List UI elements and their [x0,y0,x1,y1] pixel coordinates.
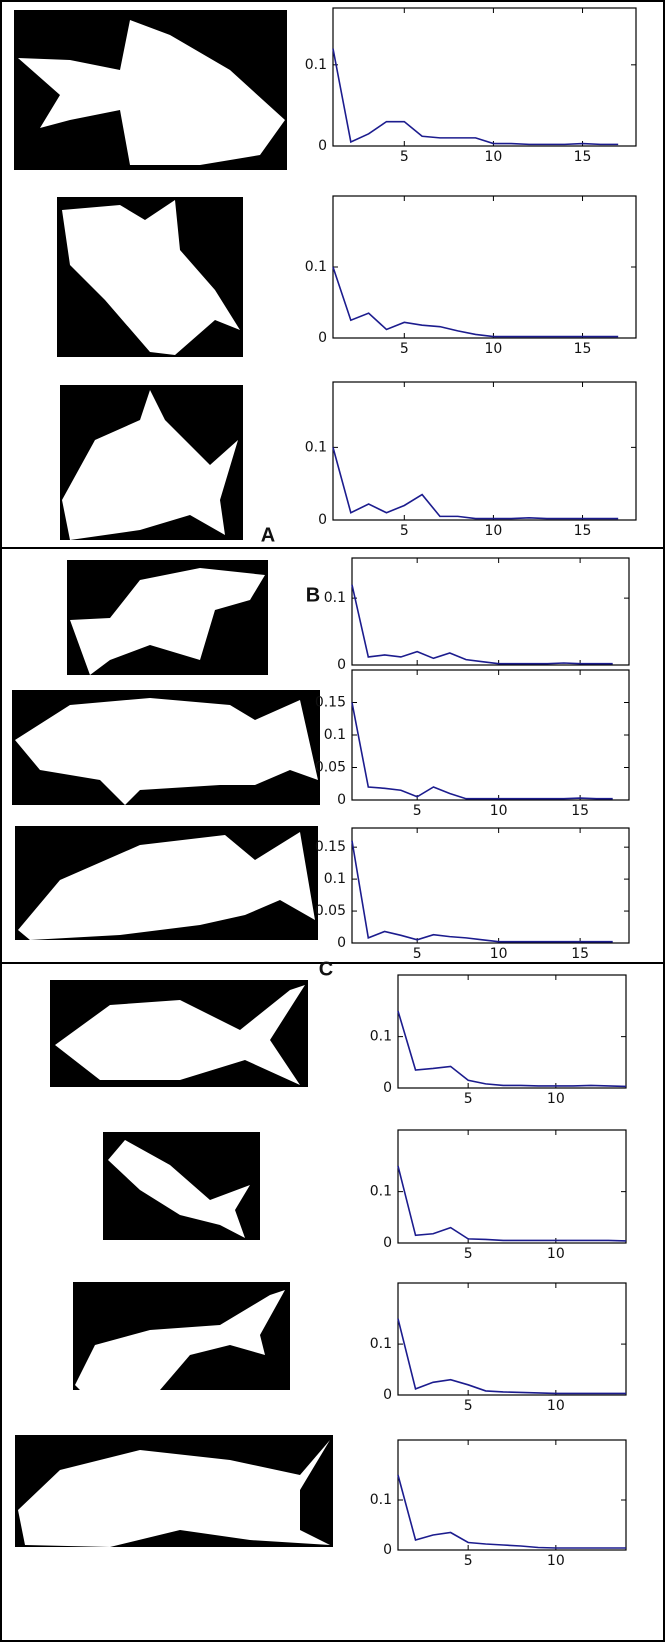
y-tick-label: 0.1 [305,439,327,455]
plot-area [332,195,637,339]
panel-label: C [319,958,333,980]
plot-area [332,381,637,521]
plot-area [351,557,630,666]
panel-label: A [261,524,275,546]
x-tick-label: 15 [571,803,589,819]
x-tick-label: 10 [490,803,508,819]
data-line [351,702,613,800]
y-tick-label: 0 [337,792,346,808]
x-tick-label: 15 [574,341,592,357]
y-tick-label: 0.1 [324,590,346,606]
plot-area [397,1439,627,1551]
x-tick-label: 5 [400,149,409,165]
x-tick-label: 5 [400,523,409,539]
data-line [397,1474,626,1549]
y-tick-label: 0 [337,935,346,951]
y-tick-label: 0.1 [324,871,346,887]
y-tick-label: 0 [383,1542,392,1558]
x-tick-label: 15 [574,523,592,539]
y-tick-label: 0 [318,138,327,154]
x-tick-label: 10 [484,523,502,539]
y-tick-label: 0.1 [370,1492,392,1508]
plot-area [351,669,630,801]
y-tick-label: 0.1 [370,1184,392,1200]
x-tick-label: 10 [484,341,502,357]
x-tick-label: 5 [400,341,409,357]
plot-area [397,1129,627,1244]
x-tick-label: 5 [464,1091,473,1107]
x-tick-label: 15 [571,946,589,962]
y-tick-label: 0.1 [370,1336,392,1352]
y-tick-label: 0.15 [315,839,346,855]
data-line [332,266,619,338]
data-line [332,48,619,146]
y-tick-label: 0 [318,330,327,346]
x-tick-label: 10 [547,1246,565,1262]
x-tick-label: 10 [547,1553,565,1569]
x-tick-label: 5 [464,1553,473,1569]
x-tick-label: 10 [547,1091,565,1107]
x-tick-label: 5 [464,1246,473,1262]
y-tick-label: 0.1 [305,259,327,275]
y-tick-label: 0 [383,1080,392,1096]
y-tick-label: 0.15 [315,695,346,711]
data-line [351,840,613,943]
x-tick-label: 10 [547,1398,565,1414]
y-tick-label: 0 [383,1387,392,1403]
data-line [332,447,619,520]
data-line [397,1165,627,1242]
x-tick-label: 10 [490,946,508,962]
plot-area [351,827,630,944]
panel-label: B [306,584,320,606]
plot-area [332,7,637,147]
y-tick-label: 0.05 [315,760,346,776]
x-tick-label: 5 [413,803,422,819]
y-tick-label: 0.1 [324,727,346,743]
data-line [351,584,613,665]
x-tick-label: 5 [413,946,422,962]
data-line [397,1318,626,1395]
y-tick-label: 0.05 [315,903,346,919]
x-tick-label: 10 [484,149,502,165]
x-tick-label: 15 [574,149,592,165]
y-tick-label: 0 [337,657,346,673]
plot-area [397,974,627,1089]
y-tick-label: 0 [318,512,327,528]
plot-area [397,1282,627,1396]
fish-images [12,10,333,1547]
y-tick-label: 0.1 [305,57,327,73]
data-line [397,1010,627,1088]
x-tick-label: 5 [464,1398,473,1414]
y-tick-label: 0 [383,1235,392,1251]
y-tick-label: 0.1 [370,1029,392,1045]
